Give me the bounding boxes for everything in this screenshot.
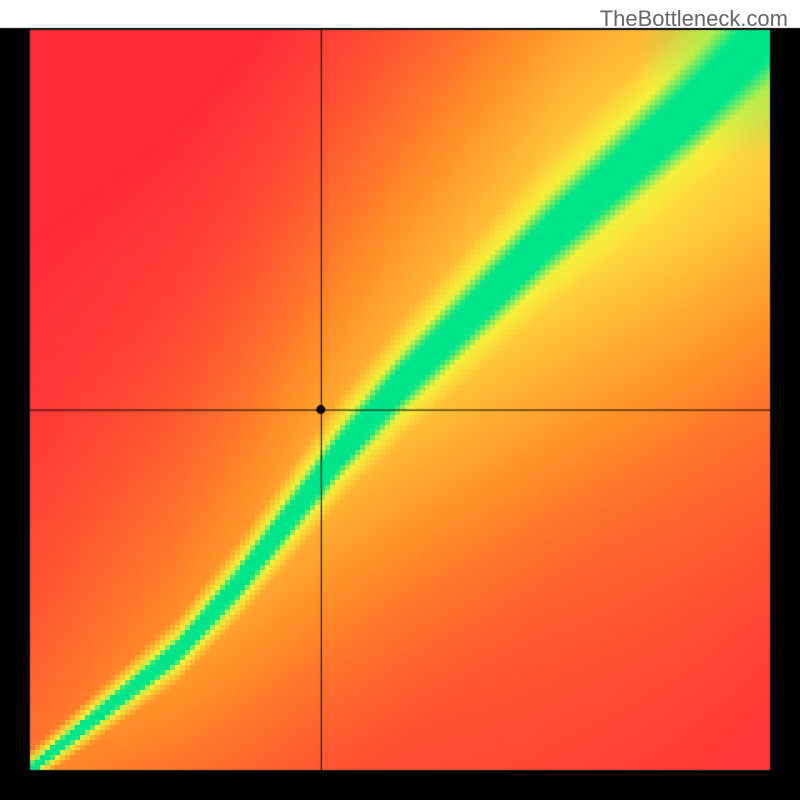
crosshair-overlay: [0, 0, 800, 800]
watermark-text: TheBottleneck.com: [600, 6, 788, 32]
chart-container: TheBottleneck.com: [0, 0, 800, 800]
